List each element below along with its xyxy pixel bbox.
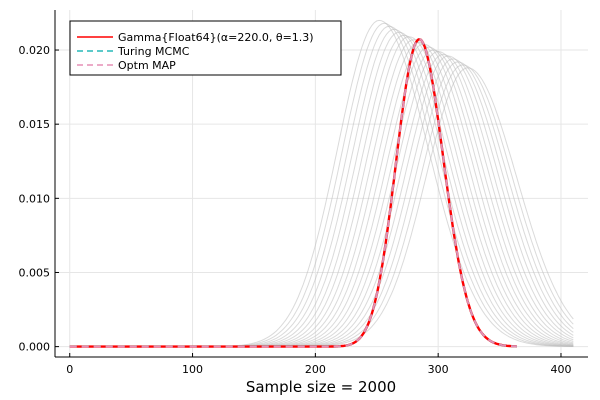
x-tick-label: 400 (550, 363, 571, 376)
x-tick-label: 100 (182, 363, 203, 376)
legend: Gamma{Float64}(α=220.0, θ=1.3)Turing MCM… (69, 20, 342, 76)
y-tick-label: 0.010 (19, 192, 51, 205)
ticks: 0 100 200 300 400 0.000 0.005 0.010 0.015 0.020 (19, 44, 572, 376)
series-line-3 (69, 38, 517, 348)
legend-box (69, 20, 342, 76)
y-tick-label: 0.020 (19, 44, 51, 57)
y-tick-label: 0.015 (19, 118, 51, 131)
legend-label-2: Turing MCMC (117, 45, 190, 58)
x-axis-title: Sample size = 2000 (246, 378, 396, 396)
x-tick-label: 300 (428, 363, 449, 376)
axes (54, 10, 588, 358)
y-tick-label: 0.005 (19, 266, 51, 279)
x-tick-label: 200 (305, 363, 326, 376)
y-tick-label: 0.000 (19, 341, 51, 354)
series-lines (69, 38, 517, 348)
legend-label-1: Gamma{Float64}(α=220.0, θ=1.3) (118, 31, 314, 44)
x-tick-label: 0 (66, 363, 73, 376)
legend-label-3: Optm MAP (118, 59, 176, 72)
